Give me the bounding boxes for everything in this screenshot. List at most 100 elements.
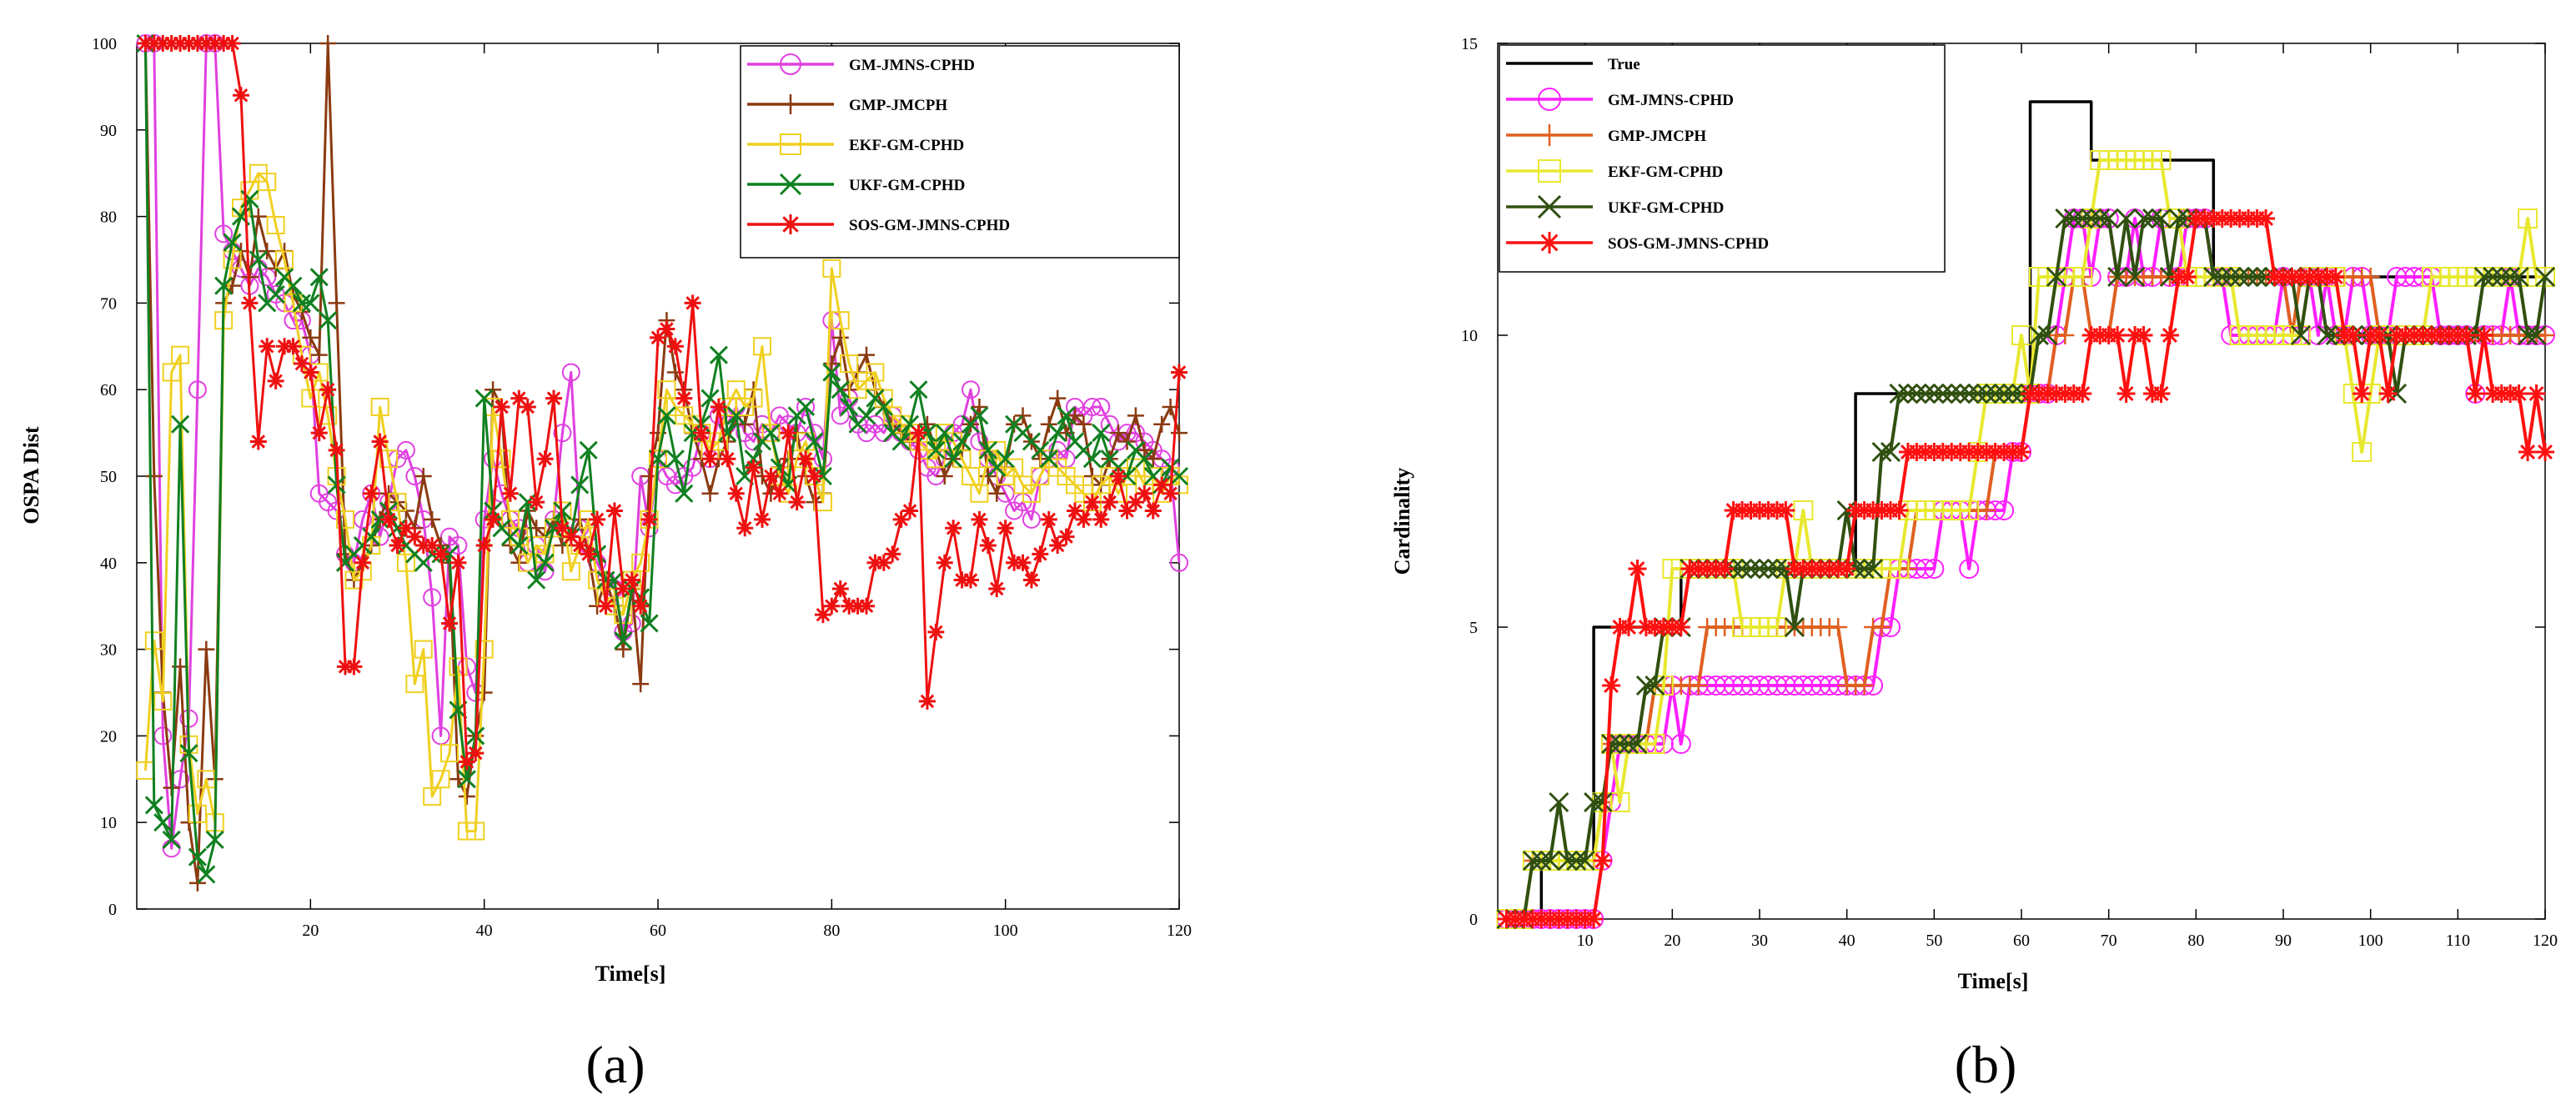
data-point <box>727 485 745 502</box>
data-point <box>336 510 354 529</box>
data-point <box>1994 383 2015 404</box>
data-point <box>1906 383 1927 404</box>
data-point <box>1039 450 1058 469</box>
data-point <box>328 441 345 459</box>
data-point <box>1040 415 1057 433</box>
chart-a-series-group <box>136 33 1189 892</box>
data-point <box>223 277 241 294</box>
data-point <box>1967 383 1988 404</box>
data-point <box>788 494 806 511</box>
data-point <box>1776 501 1795 520</box>
x-tick-label: 20 <box>302 922 319 940</box>
data-point <box>249 250 268 269</box>
data-point <box>2168 208 2189 229</box>
data-point <box>2247 266 2267 288</box>
data-point <box>458 788 475 806</box>
data-point <box>1006 554 1023 571</box>
data-point <box>2212 266 2232 288</box>
chart-a-ylabel: OSPA Dist <box>19 426 43 525</box>
data-point <box>640 510 658 528</box>
data-point <box>1557 850 1578 871</box>
data-point <box>2002 383 2023 404</box>
data-point <box>796 397 816 416</box>
data-point <box>258 268 277 287</box>
data-point <box>1110 468 1127 485</box>
data-point <box>2151 208 2172 229</box>
x-tick-label: 60 <box>650 922 666 940</box>
data-point <box>2473 266 2494 288</box>
data-point <box>249 433 267 450</box>
data-point <box>406 528 424 545</box>
legend-marker <box>780 53 801 75</box>
data-point <box>1067 502 1083 520</box>
data-point <box>233 87 249 104</box>
data-point <box>1584 791 1604 813</box>
data-point <box>736 520 754 537</box>
data-point <box>2152 384 2171 403</box>
data-point <box>188 35 206 52</box>
data-point <box>163 35 180 52</box>
data-point <box>153 813 173 832</box>
data-point <box>2072 208 2093 229</box>
data-point <box>2142 208 2163 229</box>
data-point <box>259 243 276 260</box>
data-point <box>1889 559 1910 579</box>
data-point <box>1871 441 1892 463</box>
data-point <box>710 398 727 415</box>
data-point <box>528 494 545 511</box>
data-point <box>1549 791 1569 813</box>
data-point <box>153 691 173 711</box>
data-point <box>1531 850 1552 871</box>
data-point <box>1758 558 1779 580</box>
data-point <box>527 570 546 590</box>
data-point <box>1609 733 1630 755</box>
legend-label: GMP-JMCPH <box>1608 128 1706 145</box>
data-point <box>2108 326 2127 344</box>
data-point <box>891 432 911 451</box>
data-point <box>927 623 945 640</box>
data-point <box>901 502 919 520</box>
data-point <box>2483 266 2503 288</box>
legend-marker <box>1539 232 1560 254</box>
data-point <box>1075 510 1092 528</box>
legend-label: EKF-GM-CPHD <box>1608 163 1723 181</box>
data-point <box>1609 792 1630 812</box>
data-point <box>301 389 320 408</box>
data-point <box>2055 208 2076 229</box>
data-point <box>405 675 424 694</box>
data-point <box>874 397 893 417</box>
data-point <box>223 35 241 52</box>
data-point <box>996 450 1015 469</box>
data-point <box>1959 500 1980 520</box>
chart-a-legend: GM-JMNS-CPHD GMP-JMCPH EKF-GM-CPHD UKF-GM-C… <box>740 45 1180 259</box>
data-point <box>805 432 824 451</box>
data-point <box>266 284 285 304</box>
data-point <box>1048 424 1067 443</box>
data-point <box>1153 476 1171 494</box>
data-point <box>1092 424 1111 443</box>
legend-marker <box>779 173 802 196</box>
data-point <box>2011 325 2031 345</box>
data-point <box>2090 208 2111 229</box>
chart-b-ticks: 10 20 30 40 50 60 70 80 90 100 110 120 0 5 10 15 <box>1461 35 2558 950</box>
legend-label: SOS-GM-JMNS-CPHD <box>849 217 1010 234</box>
data-point <box>744 450 763 469</box>
data-point <box>2290 324 2311 346</box>
data-point <box>978 440 997 460</box>
data-point <box>561 363 580 382</box>
data-point <box>215 35 233 52</box>
data-point <box>293 355 310 373</box>
data-point <box>2518 208 2538 229</box>
data-point <box>683 458 702 477</box>
data-point <box>310 424 328 442</box>
data-point <box>1101 494 1118 511</box>
data-point <box>501 485 519 502</box>
data-point <box>945 520 962 537</box>
data-point <box>1092 397 1111 416</box>
data-point <box>302 364 319 381</box>
data-point <box>701 450 719 468</box>
data-point <box>197 770 216 789</box>
data-point <box>2203 266 2224 288</box>
data-point <box>693 424 711 442</box>
data-point <box>380 510 398 528</box>
